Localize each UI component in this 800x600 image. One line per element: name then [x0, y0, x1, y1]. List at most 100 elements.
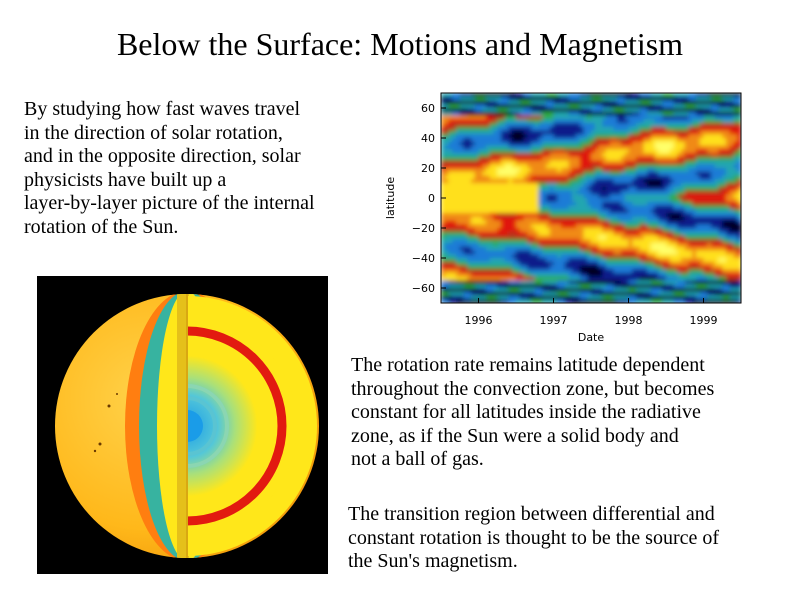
- heatmap-cell: [527, 153, 532, 158]
- heatmap-cell: [441, 201, 446, 207]
- heatmap-cell: [478, 299, 483, 303]
- heatmap-cell: [546, 130, 551, 135]
- heatmap-cell: [561, 205, 566, 210]
- heatmap-cell: [448, 216, 453, 222]
- heatmap-cell: [726, 224, 731, 229]
- heatmap-cell: [703, 168, 708, 173]
- heatmap-cell: [729, 265, 735, 270]
- heatmap-cell: [722, 246, 727, 252]
- heatmap-cell: [478, 168, 483, 173]
- heatmap-cell: [666, 149, 671, 154]
- heatmap-cell: [591, 235, 596, 240]
- heatmap-cell: [564, 149, 570, 154]
- heatmap-cell: [474, 224, 480, 229]
- heatmap-cell: [632, 198, 637, 203]
- heatmap-cell: [523, 153, 528, 158]
- heatmap-cell: [471, 231, 476, 237]
- heatmap-cell: [486, 254, 491, 259]
- heatmap-cell: [692, 205, 697, 210]
- heatmap-cell: [654, 299, 660, 303]
- heatmap-cell: [568, 209, 573, 214]
- heatmap-cell: [594, 149, 600, 154]
- heatmap-cell: [669, 224, 675, 229]
- heatmap-cell: [707, 265, 712, 270]
- heatmap-cell: [703, 108, 708, 113]
- heatmap-cell: [696, 216, 701, 222]
- heatmap-cell: [482, 269, 487, 274]
- heatmap-cell: [598, 261, 603, 267]
- heatmap-cell: [448, 149, 453, 154]
- heatmap-cell: [444, 100, 450, 105]
- heatmap-cell: [628, 164, 633, 169]
- heatmap-cell: [602, 145, 607, 150]
- heatmap-cell: [467, 126, 472, 132]
- heatmap-cell: [651, 160, 656, 165]
- heatmap-cell: [549, 190, 555, 195]
- heatmap-cell: [564, 299, 570, 303]
- heatmap-cell: [718, 183, 723, 188]
- heatmap-cell: [666, 299, 671, 303]
- heatmap-cell: [636, 104, 641, 109]
- heatmap-cell: [512, 104, 517, 109]
- heatmap-cell: [448, 284, 453, 289]
- heatmap-cell: [617, 254, 622, 259]
- heatmap-cell: [583, 243, 588, 248]
- heatmap-cell: [609, 246, 615, 252]
- heatmap-cell: [471, 216, 476, 222]
- heatmap-cell: [489, 261, 495, 267]
- heatmap-cell: [733, 235, 738, 240]
- heatmap-cell: [673, 145, 678, 150]
- heatmap-cell: [643, 276, 648, 282]
- heatmap-cell: [594, 216, 600, 222]
- heatmap-cell: [729, 100, 735, 105]
- heatmap-cell: [636, 224, 641, 229]
- heatmap-cell: [673, 183, 678, 188]
- heatmap-cell: [557, 108, 562, 113]
- heatmap-cell: [703, 100, 708, 105]
- heatmap-cell: [699, 164, 705, 169]
- heatmap-cell: [452, 160, 457, 165]
- heatmap-cell: [602, 231, 607, 237]
- heatmap-cell: [681, 291, 686, 297]
- heatmap-cell: [448, 153, 453, 158]
- heatmap-cell: [471, 254, 476, 259]
- heatmap-cell: [692, 201, 697, 207]
- heatmap-cell: [602, 209, 607, 214]
- heatmap-cell: [624, 123, 630, 128]
- heatmap-cell: [561, 228, 566, 233]
- heatmap-cell: [688, 254, 693, 259]
- heatmap-cell: [497, 276, 502, 282]
- heatmap-cell: [673, 295, 678, 300]
- heatmap-cell: [624, 149, 630, 154]
- heatmap-cell: [658, 280, 663, 285]
- heatmap-cell: [636, 201, 641, 207]
- heatmap-cell: [583, 156, 588, 162]
- heatmap-cell: [681, 179, 686, 184]
- heatmap-cell: [549, 258, 555, 263]
- heatmap-cell: [707, 171, 712, 177]
- heatmap-cell: [564, 93, 570, 98]
- heatmap-cell: [666, 164, 671, 169]
- heatmap-cell: [568, 295, 573, 300]
- heatmap-cell: [444, 168, 450, 173]
- heatmap-cell: [714, 235, 720, 240]
- heatmap-cell: [512, 280, 517, 285]
- heatmap-cell: [463, 250, 468, 255]
- heatmap-cell: [546, 156, 551, 162]
- heatmap-cell: [621, 160, 626, 165]
- heatmap-cell: [572, 164, 577, 169]
- heatmap-cell: [677, 93, 682, 98]
- heatmap-cell: [444, 186, 450, 192]
- heatmap-cell: [568, 299, 573, 303]
- heatmap-cell: [482, 205, 487, 210]
- heatmap-cell: [557, 280, 562, 285]
- heatmap-cell: [452, 228, 457, 233]
- heatmap-cell: [669, 186, 675, 192]
- heatmap-cell: [703, 295, 708, 300]
- heatmap-cell: [531, 183, 536, 188]
- heatmap-cell: [527, 220, 532, 225]
- heatmap-cell: [722, 93, 727, 98]
- heatmap-cell: [444, 243, 450, 248]
- heatmap-cell: [527, 261, 532, 267]
- heatmap-cell: [718, 201, 723, 207]
